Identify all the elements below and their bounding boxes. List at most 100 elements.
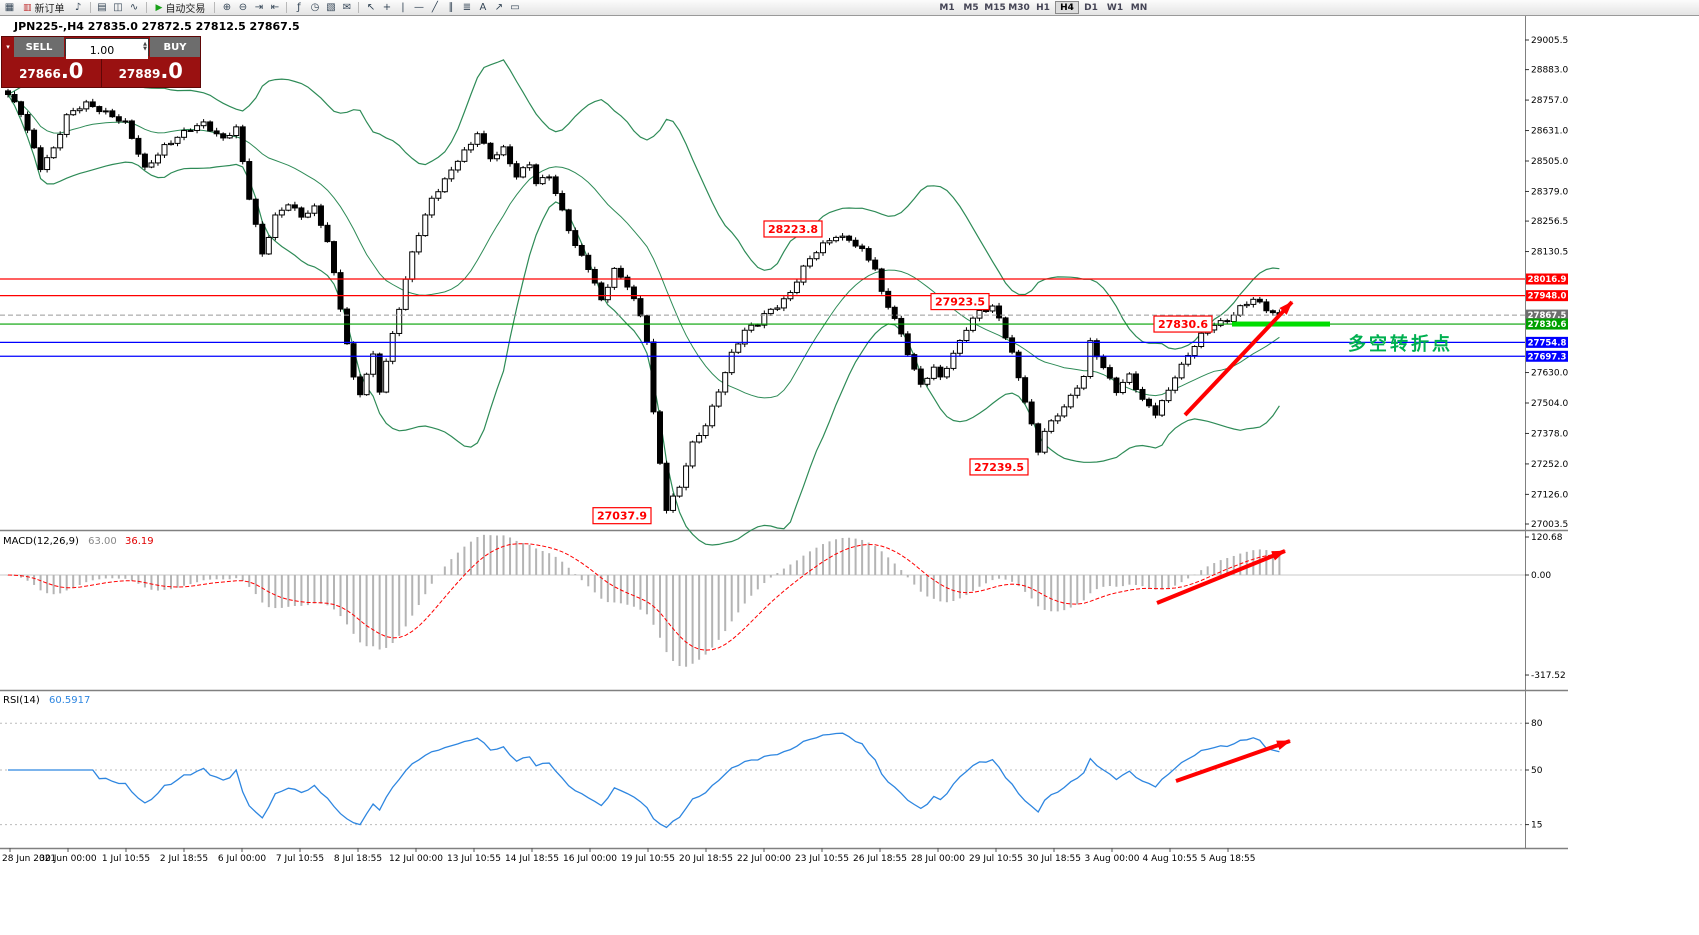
shapes-icon[interactable]: ▭ [510, 2, 520, 13]
auto-trading-label: 自动交易 [165, 4, 206, 15]
channel-icon[interactable]: ∥ [448, 2, 454, 13]
svg-text:28505.0: 28505.0 [1531, 157, 1568, 167]
new-order-label: 新订单 [34, 4, 65, 15]
chart-candles-icon[interactable]: ◫ [113, 2, 123, 13]
svg-text:30 Jul 18:55: 30 Jul 18:55 [1027, 854, 1081, 864]
svg-text:28016.9: 28016.9 [1528, 275, 1567, 285]
trend-arrows[interactable] [1156, 300, 1294, 783]
svg-text:28223.8: 28223.8 [768, 223, 818, 236]
svg-text:23 Jul 10:55: 23 Jul 10:55 [795, 854, 849, 864]
svg-text:50: 50 [1531, 766, 1543, 776]
horizontal-line-icon[interactable]: — [413, 2, 424, 13]
svg-text:27037.9: 27037.9 [597, 510, 647, 523]
mail-icon[interactable]: ✉ [342, 2, 352, 13]
volume-up-icon[interactable]: ▲ [143, 41, 147, 47]
trend-arrow-price[interactable] [1183, 300, 1294, 417]
svg-text:26 Jul 18:55: 26 Jul 18:55 [853, 854, 907, 864]
svg-text:27003.5: 27003.5 [1531, 520, 1568, 530]
rsi-value: 60.5917 [48, 695, 91, 706]
indicators-icon[interactable]: ƒ [297, 2, 301, 13]
periods-icon[interactable]: ◷ [310, 2, 320, 13]
zoom-in-icon[interactable]: ⊕ [222, 2, 232, 13]
svg-text:28 Jun 2021: 28 Jun 2021 [2, 854, 56, 864]
templates-icon[interactable]: ▧ [326, 2, 336, 13]
timeframe-MN[interactable]: MN [1130, 3, 1148, 13]
svg-text:4 Aug 10:55: 4 Aug 10:55 [1143, 854, 1198, 864]
auto-trading-button[interactable]: ▶ 自动交易 [151, 1, 211, 16]
timeframe-M1[interactable]: M1 [939, 3, 955, 13]
zoom-out-icon[interactable]: ⊖ [238, 2, 248, 13]
price-axis[interactable]: 29005.5 28883.0 28757.0 28631.0 28505.0 28379… [1525, 36, 1568, 530]
svg-text:29 Jul 10:55: 29 Jul 10:55 [969, 854, 1023, 864]
svg-text:27239.5: 27239.5 [974, 461, 1024, 474]
svg-text:22 Jul 00:00: 22 Jul 00:00 [737, 854, 791, 864]
toolbar-separator [89, 2, 91, 13]
svg-text:28379.0: 28379.0 [1531, 187, 1568, 197]
svg-text:19 Jul 10:55: 19 Jul 10:55 [621, 854, 675, 864]
chart-line-icon[interactable]: ∿ [129, 2, 139, 13]
cursor-icon[interactable]: ↖ [366, 2, 376, 13]
timeframe-M15[interactable]: M15 [984, 3, 1006, 13]
axis-price-tag [1526, 309, 1568, 321]
timeframe-M5[interactable]: M5 [963, 3, 979, 13]
toolbar: ▦ ▥ 新订单 ♪ ▤ ◫ ∿ ▶ 自动交易 ⊕ ⊖ ⇥ ⇤ ƒ ◷ ▧ ✉ ↖ + | — ╱ ∥ ≣ A ↗ ▭ M1 M5 M15… [0, 0, 1699, 16]
vertical-line-icon[interactable]: | [401, 2, 405, 13]
timeframe-H4[interactable]: H4 [1055, 1, 1079, 14]
panel-borders [0, 16, 1568, 850]
auto-trading-icon: ▶ [155, 2, 163, 13]
svg-text:27504.0: 27504.0 [1531, 399, 1568, 409]
svg-text:2 Jul 18:55: 2 Jul 18:55 [160, 854, 208, 864]
sound-alert-icon[interactable]: ♪ [74, 2, 82, 13]
svg-text:1 Jul 10:55: 1 Jul 10:55 [102, 854, 150, 864]
timeframe-H1[interactable]: H1 [1036, 3, 1050, 13]
volume-down-icon[interactable]: ▼ [143, 46, 147, 52]
buy-price-display[interactable]: 27889.0 [100, 57, 201, 87]
crosshair-icon[interactable]: + [382, 2, 392, 13]
volume-input[interactable] [66, 42, 148, 59]
one-click-trading-panel: ▾ SELL ▲ ▼ BUY 27866.0 27889.0 [1, 36, 201, 88]
volume-stepper: ▲ ▼ [65, 38, 149, 59]
new-order-button[interactable]: ▥ 新订单 [18, 1, 70, 16]
volume-spin-buttons[interactable]: ▲ ▼ [143, 40, 147, 54]
fibonacci-icon[interactable]: ≣ [462, 2, 472, 13]
svg-text:16 Jul 00:00: 16 Jul 00:00 [563, 854, 617, 864]
support-highlight-bar[interactable] [1232, 321, 1330, 327]
trendline-icon[interactable]: ╱ [431, 2, 438, 13]
axis-price-tag [1526, 350, 1568, 362]
trade-panel-collapse-icon[interactable]: ▾ [6, 43, 10, 51]
timeframe-M30[interactable]: M30 [1008, 3, 1030, 13]
chart-bars-icon[interactable]: ▤ [97, 2, 107, 13]
svg-text:20 Jul 18:55: 20 Jul 18:55 [679, 854, 733, 864]
chart-shift-icon[interactable]: ⇤ [270, 2, 280, 13]
svg-text:27830.6: 27830.6 [1528, 320, 1567, 330]
axis-price-tag [1526, 336, 1568, 348]
sell-price-display[interactable]: 27866.0 [19, 59, 84, 83]
timeframe-W1[interactable]: W1 [1106, 3, 1124, 13]
buy-button[interactable]: BUY [150, 37, 200, 57]
chart-annotation[interactable]: 多空转折点 [1348, 334, 1453, 355]
rsi-line [8, 732, 1280, 829]
trend-arrow-rsi[interactable] [1175, 739, 1291, 783]
svg-text:28757.0: 28757.0 [1531, 96, 1568, 106]
chart-window-icon[interactable]: ▦ [4, 2, 15, 13]
new-order-icon: ▥ [23, 2, 32, 13]
svg-text:27923.5: 27923.5 [935, 296, 985, 309]
arrow-object-icon[interactable]: ↗ [494, 2, 504, 13]
price-callouts[interactable]: 28223.8 27923.5 27830.6 27239.5 27037.9 [592, 220, 1213, 525]
svg-text:28883.0: 28883.0 [1531, 66, 1568, 76]
svg-text:15: 15 [1531, 821, 1542, 831]
svg-text:28130.5: 28130.5 [1531, 248, 1568, 258]
text-label-icon[interactable]: A [479, 2, 487, 13]
svg-text:0.00: 0.00 [1531, 571, 1551, 581]
axis-price-tag [1526, 290, 1568, 302]
trend-arrow-macd[interactable] [1156, 549, 1286, 605]
auto-scroll-icon[interactable]: ⇥ [254, 2, 264, 13]
axis-price-tag [1526, 318, 1568, 330]
macd-signal-value: 36.19 [124, 536, 154, 547]
timeframe-D1[interactable]: D1 [1084, 3, 1098, 13]
svg-text:6 Jul 00:00: 6 Jul 00:00 [218, 854, 267, 864]
sell-button[interactable]: SELL [14, 37, 64, 57]
